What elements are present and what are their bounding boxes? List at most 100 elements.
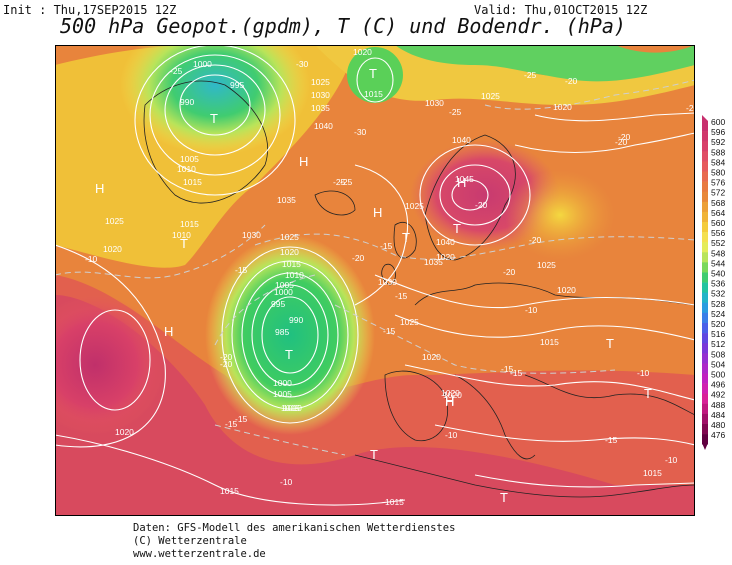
scale-label: 572 (711, 188, 725, 198)
pressure-label: 1015 (540, 337, 559, 347)
pressure-label: 1035 (311, 103, 330, 113)
temp-label: -25 (170, 66, 183, 76)
scale-cell (702, 211, 708, 223)
pressure-label: 1035 (277, 195, 296, 205)
temp-label: -15 (395, 291, 408, 301)
scale-label: 516 (711, 329, 725, 339)
scale-cell (702, 262, 708, 273)
temp-label: -25 (340, 177, 353, 187)
pressure-label: 985 (275, 327, 289, 337)
temp-label: -30 (296, 59, 309, 69)
scale-label: 552 (711, 238, 725, 248)
scale-label: 524 (711, 309, 725, 319)
yellow-band-arctic (315, 45, 695, 105)
scale-cell (702, 181, 708, 192)
scale-label: 576 (711, 178, 725, 188)
scale-bottom-arrow (702, 443, 708, 450)
temp-label: -10 (280, 477, 293, 487)
pressure-label: 1040 (452, 135, 471, 145)
low-marker: T (644, 386, 652, 401)
pressure-label: 1035 (424, 257, 443, 267)
scale-label: 512 (711, 339, 725, 349)
scale-cell (702, 403, 708, 415)
scale-cell (702, 171, 708, 182)
scale-labels: 6005965925885845805765725685645605565525… (711, 117, 725, 440)
pressure-label: 1020 (557, 285, 576, 295)
pressure-label: 1040 (436, 237, 455, 247)
temp-label: -15 (225, 419, 238, 429)
pressure-label: 1015 (282, 259, 301, 269)
scale-cell (702, 393, 708, 405)
scale-label: 508 (711, 349, 725, 359)
scale-cell (702, 222, 708, 233)
pressure-label: 1015 (364, 89, 383, 99)
scale-label: 504 (711, 359, 725, 369)
temp-label: -15 (383, 326, 396, 336)
scale-label: 476 (711, 430, 725, 440)
scale-cell (702, 242, 708, 253)
temp-label: -10 (665, 455, 678, 465)
pressure-label: 1010 (283, 403, 302, 413)
low-marker: T (453, 221, 461, 236)
pressure-label: 1020 (353, 47, 372, 57)
isotherms (55, 79, 695, 456)
scale-cell (702, 131, 708, 142)
pressure-label: 1045 (455, 174, 474, 184)
scale-cell (702, 363, 708, 374)
temp-label: -15 (605, 435, 618, 445)
temp-label: -20 (618, 132, 631, 142)
temp-label: -20 (475, 200, 488, 210)
scale-label: 600 (711, 117, 725, 127)
scale-cell (702, 424, 708, 435)
isobars (55, 45, 695, 506)
footer-data-source: Daten: GFS-Modell des amerikanischen Wet… (133, 522, 456, 534)
pressure-label: 1025 (311, 77, 330, 87)
scale-cell (702, 302, 708, 314)
high-marker: H (457, 175, 466, 190)
valid-time: Valid: Thu,01OCT2015 12Z (474, 3, 648, 17)
temp-label: -20 (615, 137, 628, 147)
scale-cell (702, 161, 708, 172)
temp-label: -10 (445, 430, 458, 440)
high-marker: H (164, 324, 173, 339)
temp-label: -15 (235, 265, 248, 275)
pressure-label: 995 (271, 299, 285, 309)
scale-cell (702, 353, 708, 364)
temp-label: -15 (510, 368, 523, 378)
weather-map: 1000 995 990 1005 1010 1015 1020 1015 10… (55, 45, 695, 516)
temperature-labels: -25 -30 -25 -30 -20 -25 -20 -20 -25 -20 … (85, 59, 695, 487)
pressure-label: 1020 (553, 102, 572, 112)
temp-label: -25 (524, 70, 537, 80)
pressure-label: 1030 (242, 230, 261, 240)
pressure-label: 1025 (280, 232, 299, 242)
temp-label: -20 (503, 267, 516, 277)
map-title: 500 hPa Geopot.(gpdm), T (C) und Bodendr… (60, 14, 626, 38)
scale-cell (702, 383, 708, 394)
scale-cell (702, 232, 708, 243)
scale-label: 500 (711, 370, 725, 380)
temp-label: -10 (85, 254, 98, 264)
scale-label: 496 (711, 380, 725, 390)
pressure-label: 1020 (280, 247, 299, 257)
pressure-label: 995 (230, 80, 244, 90)
scale-label: 536 (711, 279, 725, 289)
pressure-label: 1000 (193, 59, 212, 69)
high-marker: H (299, 154, 308, 169)
scale-label: 544 (711, 258, 725, 268)
scale-label: 580 (711, 168, 725, 178)
pressure-label: 1025 (537, 260, 556, 270)
pressure-label: 990 (289, 315, 303, 325)
footer-website[interactable]: www.wetterzentrale.de (133, 548, 266, 560)
scale-label: 588 (711, 147, 725, 157)
scale-cell (702, 252, 708, 263)
low-marker: T (369, 66, 377, 81)
temp-label: -25 (333, 177, 346, 187)
pressure-label: 1020 (441, 388, 460, 398)
scale-label: 584 (711, 157, 725, 167)
high-marker: H (95, 181, 104, 196)
temp-label: -20 (220, 352, 233, 362)
cold-arctic (395, 45, 695, 82)
scale-label: 556 (711, 228, 725, 238)
pressure-label: 1030 (378, 277, 397, 287)
pressure-label: 1030 (425, 98, 444, 108)
